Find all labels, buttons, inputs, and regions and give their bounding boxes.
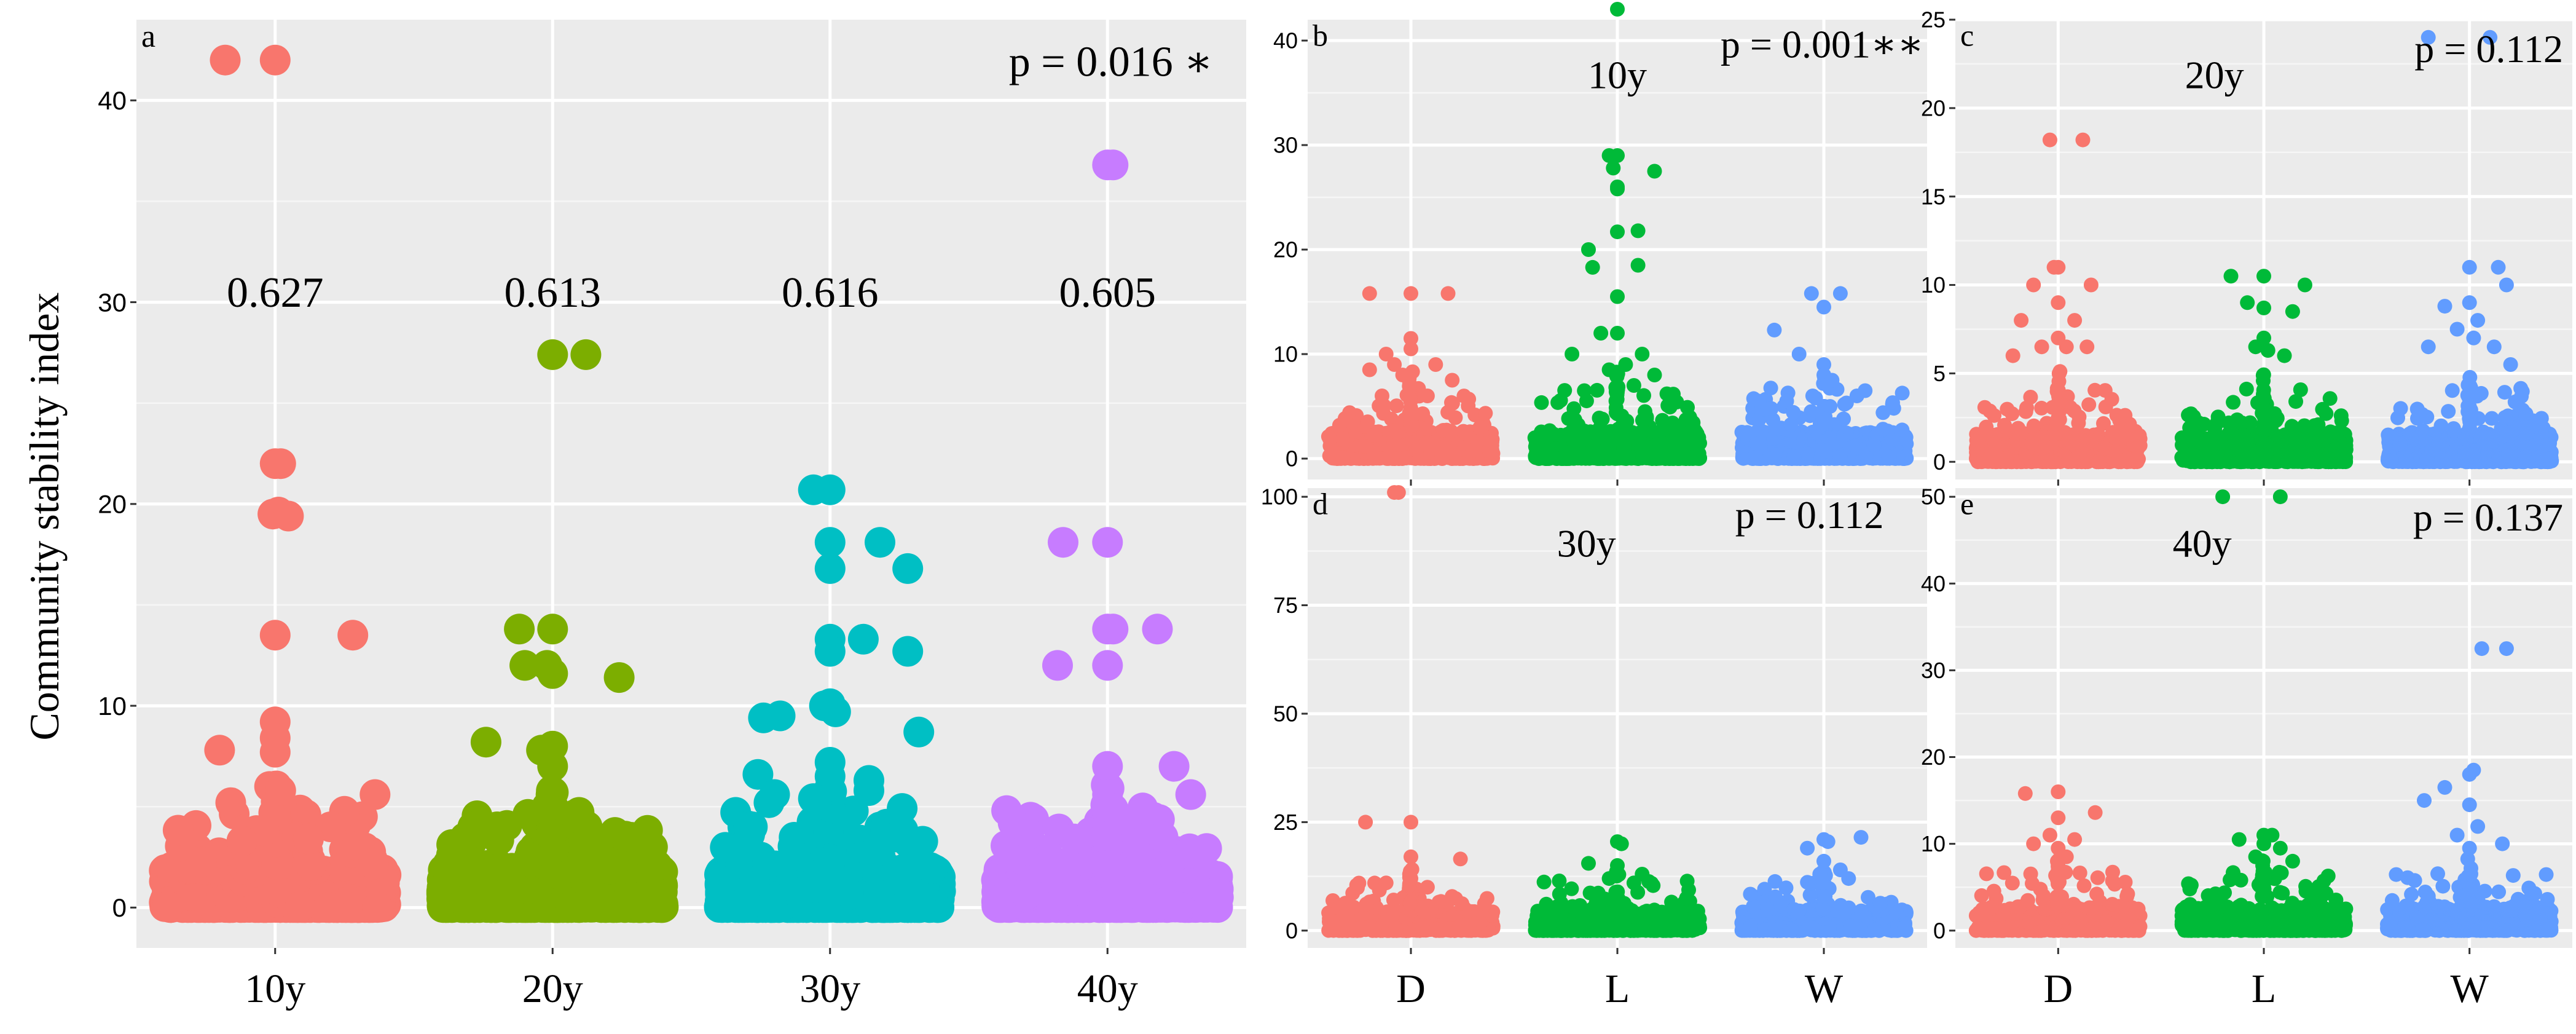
outlier-point xyxy=(570,339,602,370)
outlier-point xyxy=(210,44,241,76)
series-10y xyxy=(149,44,402,923)
data-point xyxy=(812,847,844,878)
outlier-point xyxy=(204,735,235,766)
outlier-point xyxy=(537,751,568,782)
outlier-point xyxy=(215,787,246,818)
outlier-point xyxy=(359,779,391,810)
data-point xyxy=(917,853,948,885)
outlier-point xyxy=(801,787,833,818)
data-point xyxy=(643,881,674,912)
outlier-point xyxy=(470,727,501,758)
data-point xyxy=(592,891,624,923)
y-tick-label: 40 xyxy=(98,86,127,115)
data-point xyxy=(555,891,586,923)
data-point xyxy=(724,889,755,920)
outlier-point xyxy=(892,636,924,667)
outlier-point xyxy=(814,553,846,584)
data-point xyxy=(162,815,194,846)
outlier-point xyxy=(881,821,913,853)
outlier-point xyxy=(273,500,304,532)
data-point xyxy=(469,852,501,883)
outlier-point xyxy=(814,527,846,558)
y-tick-label: 10 xyxy=(98,692,127,720)
data-point xyxy=(779,840,811,871)
outlier-point xyxy=(265,448,296,480)
outlier-point xyxy=(637,831,668,862)
outlier-point xyxy=(259,44,291,76)
outlier-point xyxy=(482,811,512,842)
outlier-point xyxy=(854,775,884,806)
outlier-point xyxy=(737,811,768,842)
data-point xyxy=(313,892,344,923)
outlier-point xyxy=(537,614,568,645)
data-point xyxy=(757,892,788,923)
y-tick-label: 0 xyxy=(112,893,127,922)
outlier-point xyxy=(537,658,568,689)
outlier-point xyxy=(581,840,613,870)
data-point xyxy=(285,891,316,922)
outlier-point xyxy=(532,791,563,823)
outlier-point xyxy=(847,623,879,655)
outlier-point xyxy=(748,702,779,733)
data-point xyxy=(450,889,482,920)
outlier-point xyxy=(293,823,324,854)
data-point xyxy=(752,848,783,880)
data-point xyxy=(186,847,217,878)
outlier-point xyxy=(537,339,568,370)
outlier-point xyxy=(259,736,291,768)
outlier-point xyxy=(259,620,291,651)
data-point xyxy=(610,821,641,852)
data-point xyxy=(152,891,183,922)
data-point xyxy=(362,892,393,923)
outlier-point xyxy=(504,614,535,645)
y-tick-label: 30 xyxy=(98,288,127,317)
data-point xyxy=(296,850,327,881)
outlier-point xyxy=(337,620,369,651)
data-point xyxy=(358,848,389,879)
outlier-point xyxy=(903,716,935,748)
y-tick-label: 20 xyxy=(98,490,127,519)
outlier-point xyxy=(226,826,257,856)
panel-background xyxy=(136,20,1246,948)
data-point xyxy=(710,832,741,863)
outlier-point xyxy=(814,636,846,667)
outlier-point xyxy=(820,696,851,727)
outlier-point xyxy=(565,803,596,834)
outlier-point xyxy=(265,775,296,806)
outlier-point xyxy=(892,553,924,584)
outlier-point xyxy=(798,474,829,505)
y-axis-label: Community stability index xyxy=(21,292,68,740)
outlier-point xyxy=(603,662,635,693)
outlier-point xyxy=(865,527,895,558)
